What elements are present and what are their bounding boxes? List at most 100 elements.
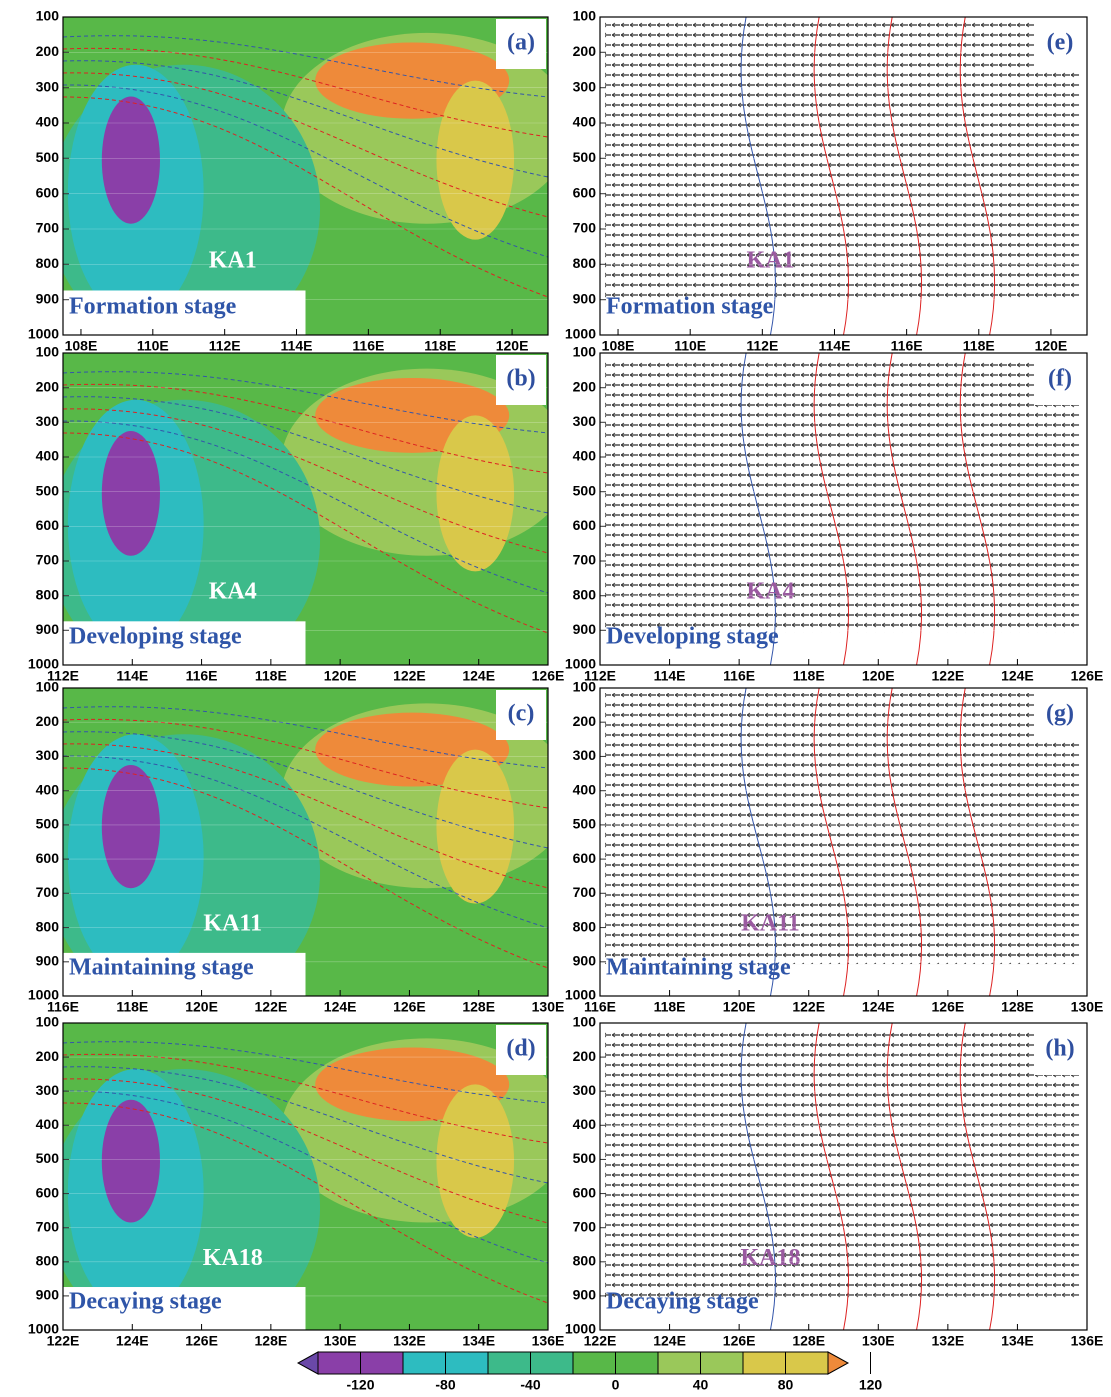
y-tick-label: 700 [36,884,60,900]
y-tick-label: 900 [573,290,597,306]
x-tick-label: 124E [653,1333,686,1349]
y-tick-label: 300 [573,1082,597,1098]
x-tick-label: 136E [1071,1333,1104,1349]
x-tick-label: 116E [584,999,616,1015]
y-tick-label: 900 [36,952,60,968]
y-tick-label: 400 [573,448,597,464]
field [102,97,160,224]
x-tick-label: 122E [393,668,426,684]
panel-label: (a) [507,30,535,56]
x-tick-label: 126E [723,1333,756,1349]
y-tick-label: 200 [36,713,60,729]
y-tick-label: 100 [36,679,60,695]
stage-label: Developing stage [69,624,242,650]
x-tick-label: 120E [324,668,357,684]
x-tick-label: 110E [674,338,706,354]
x-tick-label: 128E [792,1333,825,1349]
stage-label: Formation stage [69,294,237,320]
x-tick-label: 120E [862,668,895,684]
y-tick-label: 500 [36,816,60,832]
colorbar-label: 0 [612,1377,620,1392]
x-tick-label: 130E [862,1333,895,1349]
y-tick-label: 500 [573,1150,597,1166]
panel-label: (b) [506,366,535,392]
x-tick-label: 122E [47,1333,80,1349]
x-tick-label: 126E [1071,668,1104,684]
x-tick-label: 124E [1001,668,1034,684]
field [436,81,514,240]
x-tick-label: 116E [186,668,218,684]
stage-label: Maintaining stage [69,955,254,981]
y-tick-label: 100 [36,1014,60,1030]
y-tick-label: 500 [36,1150,60,1166]
y-tick-label: 200 [573,713,597,729]
x-tick-label: 124E [862,999,895,1015]
y-tick-label: 500 [573,149,597,165]
y-tick-label: 800 [573,1252,597,1268]
colorbar-label: 40 [693,1377,709,1392]
y-tick-label: 800 [573,586,597,602]
system-label: KA4 [746,579,794,605]
stage-label: Maintaining stage [606,955,791,981]
y-tick-label: 300 [573,413,597,429]
y-tick-label: 300 [36,1082,60,1098]
wind-field [605,22,1080,302]
x-tick-label: 118E [963,338,995,354]
x-tick-label: 136E [532,1333,565,1349]
y-tick-label: 400 [36,1116,60,1132]
x-tick-label: 118E [116,999,148,1015]
stage-label: Formation stage [606,294,774,320]
x-tick-label: 126E [185,1333,218,1349]
colorbar-label: -80 [435,1377,455,1392]
x-tick-label: 122E [932,668,965,684]
system-label: KA11 [741,911,800,937]
y-tick-label: 600 [573,184,597,200]
figure: KA11002003004005006007008009001000108E11… [0,0,1111,1392]
y-tick-label: 400 [573,1116,597,1132]
x-tick-label: 120E [496,338,529,354]
y-tick-label: 200 [36,378,60,394]
x-tick-label: 116E [891,338,923,354]
x-tick-label: 120E [723,999,756,1015]
system-label: KA1 [209,247,257,273]
x-tick-label: 128E [255,1333,288,1349]
y-tick-label: 900 [573,1287,597,1303]
field [436,1084,514,1238]
x-tick-label: 124E [324,999,357,1015]
y-tick-label: 600 [573,1184,597,1200]
wind-field [605,1028,1080,1298]
x-tick-label: 126E [393,999,426,1015]
colorbar-label: -40 [520,1377,540,1392]
y-tick-label: 700 [573,1218,597,1234]
panel-label: (f) [1048,366,1072,392]
y-tick-label: 800 [36,586,60,602]
x-tick-label: 114E [819,338,851,354]
y-tick-label: 300 [573,78,597,94]
y-tick-label: 500 [573,816,597,832]
x-tick-label: 118E [424,338,456,354]
y-tick-label: 800 [573,255,597,271]
x-tick-label: 114E [654,668,686,684]
wind-field [605,693,1080,964]
panel-label: (d) [506,1036,535,1062]
y-tick-label: 600 [36,1184,60,1200]
panel-label: (c) [508,701,535,727]
y-tick-label: 500 [36,482,60,498]
y-tick-label: 700 [36,1218,60,1234]
colorbar-end [828,1352,848,1374]
wind-field [605,358,1080,633]
y-tick-label: 100 [573,1014,597,1030]
x-tick-label: 126E [532,668,565,684]
y-tick-label: 200 [573,1048,597,1064]
x-tick-label: 132E [393,1333,426,1349]
system-label: KA18 [203,1245,263,1271]
x-tick-label: 122E [255,999,288,1015]
y-tick-label: 400 [36,781,60,797]
panel-label: (g) [1046,701,1074,727]
x-tick-label: 130E [1071,999,1104,1015]
x-tick-label: 122E [792,999,825,1015]
system-label: KA1 [746,247,794,273]
panel-label: (e) [1047,30,1074,56]
y-tick-label: 700 [36,552,60,568]
x-tick-label: 134E [462,1333,495,1349]
